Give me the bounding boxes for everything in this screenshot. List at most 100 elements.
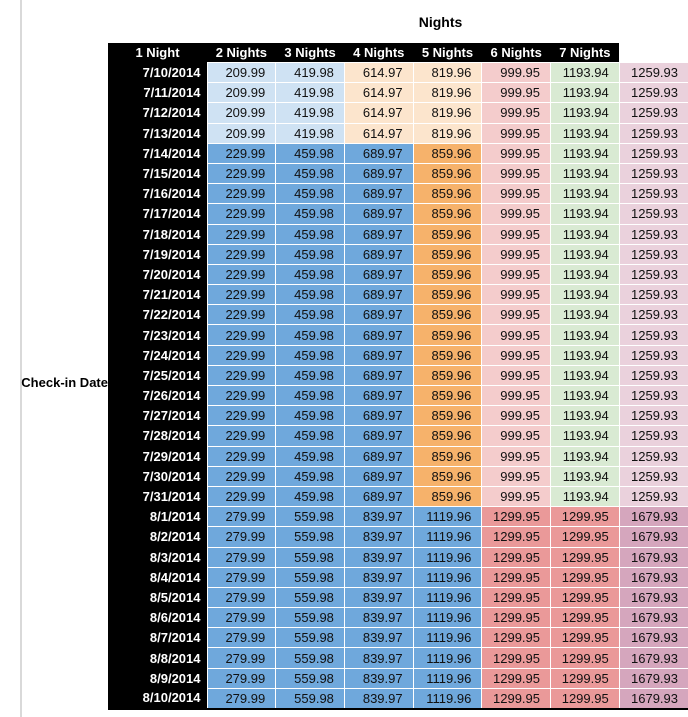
- price-cell[interactable]: 1119.96: [412, 647, 482, 669]
- price-cell[interactable]: 1679.93: [618, 667, 688, 689]
- price-cell[interactable]: 1119.96: [412, 586, 482, 608]
- checkin-date-cell[interactable]: 7/12/2014: [108, 102, 207, 124]
- price-cell[interactable]: 819.96: [412, 61, 482, 83]
- price-cell[interactable]: 839.97: [343, 607, 414, 628]
- price-cell[interactable]: 1193.94: [550, 142, 620, 164]
- price-cell[interactable]: 839.97: [343, 526, 414, 547]
- price-cell[interactable]: 839.97: [343, 566, 414, 588]
- price-cell[interactable]: 1299.95: [481, 667, 551, 689]
- price-cell[interactable]: 229.99: [206, 405, 276, 426]
- price-cell[interactable]: 419.98: [275, 102, 345, 124]
- price-cell[interactable]: 279.99: [206, 546, 276, 568]
- price-cell[interactable]: 229.99: [206, 263, 276, 285]
- checkin-date-cell[interactable]: 7/31/2014: [108, 486, 207, 507]
- price-cell[interactable]: 859.96: [412, 284, 482, 305]
- price-cell[interactable]: 689.97: [343, 465, 414, 487]
- price-cell[interactable]: 999.95: [481, 465, 551, 487]
- price-cell[interactable]: 559.98: [275, 526, 345, 547]
- price-cell[interactable]: 1259.93: [618, 344, 688, 366]
- price-cell[interactable]: 1193.94: [550, 485, 620, 507]
- price-cell[interactable]: 1679.93: [618, 607, 688, 628]
- price-cell[interactable]: 839.97: [343, 687, 414, 709]
- price-cell[interactable]: 1299.95: [481, 627, 551, 648]
- checkin-date-cell[interactable]: 7/20/2014: [108, 264, 207, 285]
- price-cell[interactable]: 1299.95: [550, 506, 620, 527]
- price-cell[interactable]: 459.98: [275, 223, 345, 245]
- price-cell[interactable]: 1193.94: [550, 223, 620, 245]
- price-cell[interactable]: 999.95: [481, 445, 551, 467]
- price-cell[interactable]: 1259.93: [618, 364, 688, 386]
- price-cell[interactable]: 1299.95: [481, 566, 551, 588]
- price-cell[interactable]: 859.96: [412, 445, 482, 467]
- price-cell[interactable]: 229.99: [206, 485, 276, 507]
- price-cell[interactable]: 1193.94: [550, 324, 620, 346]
- price-cell[interactable]: 209.99: [206, 102, 276, 124]
- price-cell[interactable]: 1193.94: [550, 122, 620, 144]
- price-cell[interactable]: 839.97: [343, 546, 414, 568]
- price-cell[interactable]: 459.98: [275, 425, 345, 447]
- price-cell[interactable]: 999.95: [481, 425, 551, 447]
- price-cell[interactable]: 209.99: [206, 82, 276, 103]
- checkin-date-cell[interactable]: 7/14/2014: [108, 143, 207, 164]
- price-cell[interactable]: 459.98: [275, 445, 345, 467]
- price-cell[interactable]: 459.98: [275, 203, 345, 224]
- price-cell[interactable]: 419.98: [275, 61, 345, 83]
- price-cell[interactable]: 1259.93: [618, 142, 688, 164]
- price-cell[interactable]: 1299.95: [550, 687, 620, 709]
- price-cell[interactable]: 559.98: [275, 546, 345, 568]
- price-cell[interactable]: 279.99: [206, 687, 276, 709]
- price-cell[interactable]: 229.99: [206, 203, 276, 224]
- price-cell[interactable]: 859.96: [412, 243, 482, 265]
- price-cell[interactable]: 1299.95: [481, 526, 551, 547]
- price-cell[interactable]: 839.97: [343, 506, 414, 527]
- price-cell[interactable]: 614.97: [343, 82, 414, 103]
- price-cell[interactable]: 1259.93: [618, 203, 688, 224]
- price-cell[interactable]: 689.97: [343, 203, 414, 224]
- price-cell[interactable]: 859.96: [412, 344, 482, 366]
- checkin-date-cell[interactable]: 8/5/2014: [108, 587, 207, 608]
- price-cell[interactable]: 459.98: [275, 162, 345, 184]
- price-cell[interactable]: 819.96: [412, 102, 482, 124]
- price-cell[interactable]: 689.97: [343, 485, 414, 507]
- price-cell[interactable]: 859.96: [412, 485, 482, 507]
- price-cell[interactable]: 1259.93: [618, 425, 688, 447]
- price-cell[interactable]: 689.97: [343, 183, 414, 204]
- price-cell[interactable]: 229.99: [206, 384, 276, 406]
- price-cell[interactable]: 1299.95: [481, 506, 551, 527]
- price-cell[interactable]: 999.95: [481, 122, 551, 144]
- price-cell[interactable]: 229.99: [206, 344, 276, 366]
- price-cell[interactable]: 859.96: [412, 304, 482, 325]
- price-cell[interactable]: 1259.93: [618, 223, 688, 245]
- price-cell[interactable]: 559.98: [275, 647, 345, 669]
- checkin-date-cell[interactable]: 8/4/2014: [108, 567, 207, 588]
- price-cell[interactable]: 1193.94: [550, 384, 620, 406]
- price-cell[interactable]: 859.96: [412, 425, 482, 447]
- price-cell[interactable]: 689.97: [343, 384, 414, 406]
- checkin-date-cell[interactable]: 8/1/2014: [108, 506, 207, 527]
- price-cell[interactable]: 859.96: [412, 465, 482, 487]
- price-cell[interactable]: 1679.93: [618, 566, 688, 588]
- price-cell[interactable]: 279.99: [206, 667, 276, 689]
- price-cell[interactable]: 1299.95: [481, 586, 551, 608]
- price-cell[interactable]: 999.95: [481, 142, 551, 164]
- price-cell[interactable]: 1259.93: [618, 485, 688, 507]
- price-cell[interactable]: 209.99: [206, 61, 276, 83]
- price-cell[interactable]: 459.98: [275, 142, 345, 164]
- price-cell[interactable]: 1679.93: [618, 546, 688, 568]
- price-cell[interactable]: 459.98: [275, 384, 345, 406]
- price-cell[interactable]: 1259.93: [618, 102, 688, 124]
- checkin-date-cell[interactable]: 8/3/2014: [108, 547, 207, 568]
- price-cell[interactable]: 859.96: [412, 203, 482, 224]
- price-cell[interactable]: 1299.95: [481, 546, 551, 568]
- price-cell[interactable]: 1119.96: [412, 667, 482, 689]
- checkin-date-cell[interactable]: 7/18/2014: [108, 224, 207, 245]
- price-cell[interactable]: 689.97: [343, 344, 414, 366]
- price-cell[interactable]: 1193.94: [550, 284, 620, 305]
- price-cell[interactable]: 1193.94: [550, 304, 620, 325]
- price-cell[interactable]: 999.95: [481, 82, 551, 103]
- price-cell[interactable]: 999.95: [481, 304, 551, 325]
- price-cell[interactable]: 459.98: [275, 183, 345, 204]
- price-cell[interactable]: 1299.95: [550, 526, 620, 547]
- price-cell[interactable]: 1193.94: [550, 425, 620, 447]
- price-cell[interactable]: 839.97: [343, 627, 414, 648]
